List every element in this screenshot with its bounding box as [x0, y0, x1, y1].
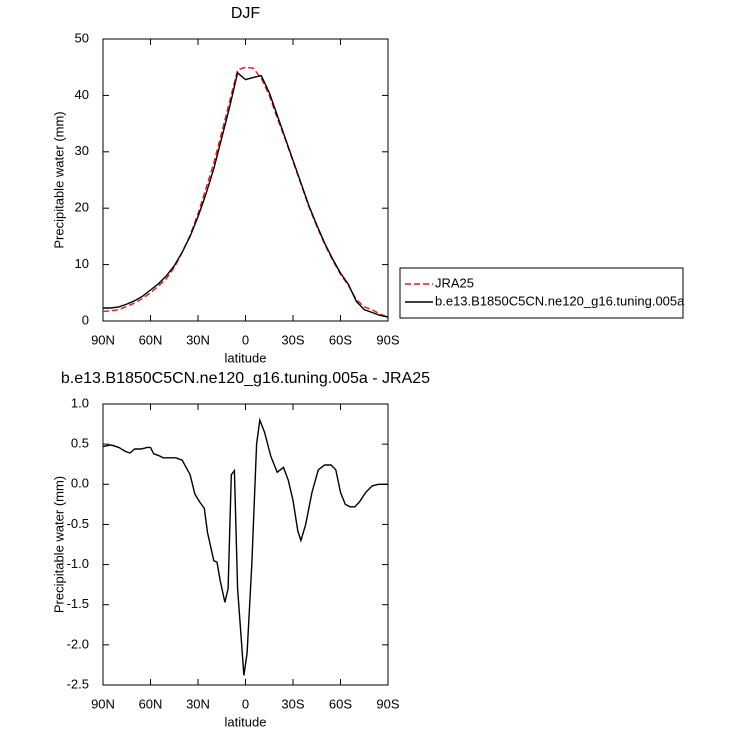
x-tick-label: 90S: [376, 696, 399, 711]
x-tick-label: 60S: [329, 332, 352, 347]
y-tick-label: -0.5: [67, 516, 89, 531]
x-tick-label: 90N: [91, 332, 115, 347]
y-tick-label: 30: [75, 143, 89, 158]
y-axis-label: Precipitable water (mm): [51, 111, 66, 248]
y-tick-label: 0: [82, 312, 89, 327]
y-tick-label: -2.5: [67, 676, 89, 691]
x-tick-label: 60S: [329, 696, 352, 711]
x-tick-label: 30N: [186, 696, 210, 711]
x-tick-label: 0: [242, 332, 249, 347]
x-tick-label: 30S: [281, 332, 304, 347]
x-tick-label: 90S: [376, 332, 399, 347]
legend-label: b.e13.B1850C5CN.ne120_g16.tuning.005a: [435, 293, 685, 308]
plot-frame: [102, 403, 389, 686]
y-tick-label: 40: [75, 87, 89, 102]
data-line: [103, 71, 389, 318]
y-tick-label: 1.0: [71, 395, 89, 410]
x-tick-label: 30N: [186, 332, 210, 347]
x-tick-label: 90N: [91, 696, 115, 711]
x-axis-label: latitude: [225, 714, 267, 729]
y-tick-label: 20: [75, 200, 89, 215]
chart-title: b.e13.B1850C5CN.ne120_g16.tuning.005a - …: [61, 370, 430, 387]
x-tick-label: 0: [242, 696, 249, 711]
y-axis-label: Precipitable water (mm): [51, 476, 66, 613]
y-tick-label: -1.5: [67, 596, 89, 611]
legend-label: JRA25: [435, 275, 474, 290]
y-tick-label: -2.0: [67, 636, 89, 651]
y-tick-label: -1.0: [67, 556, 89, 571]
y-tick-label: 0.0: [71, 476, 89, 491]
data-line: [102, 417, 388, 676]
x-tick-label: 30S: [281, 696, 304, 711]
x-axis-label: latitude: [225, 350, 267, 365]
chart-title: DJF: [231, 5, 261, 22]
y-tick-label: 0.5: [71, 436, 89, 451]
legend-box: [399, 267, 684, 319]
y-tick-label: 10: [75, 256, 89, 271]
y-tick-label: 50: [75, 30, 89, 45]
x-tick-label: 60N: [139, 696, 163, 711]
x-tick-label: 60N: [139, 332, 163, 347]
